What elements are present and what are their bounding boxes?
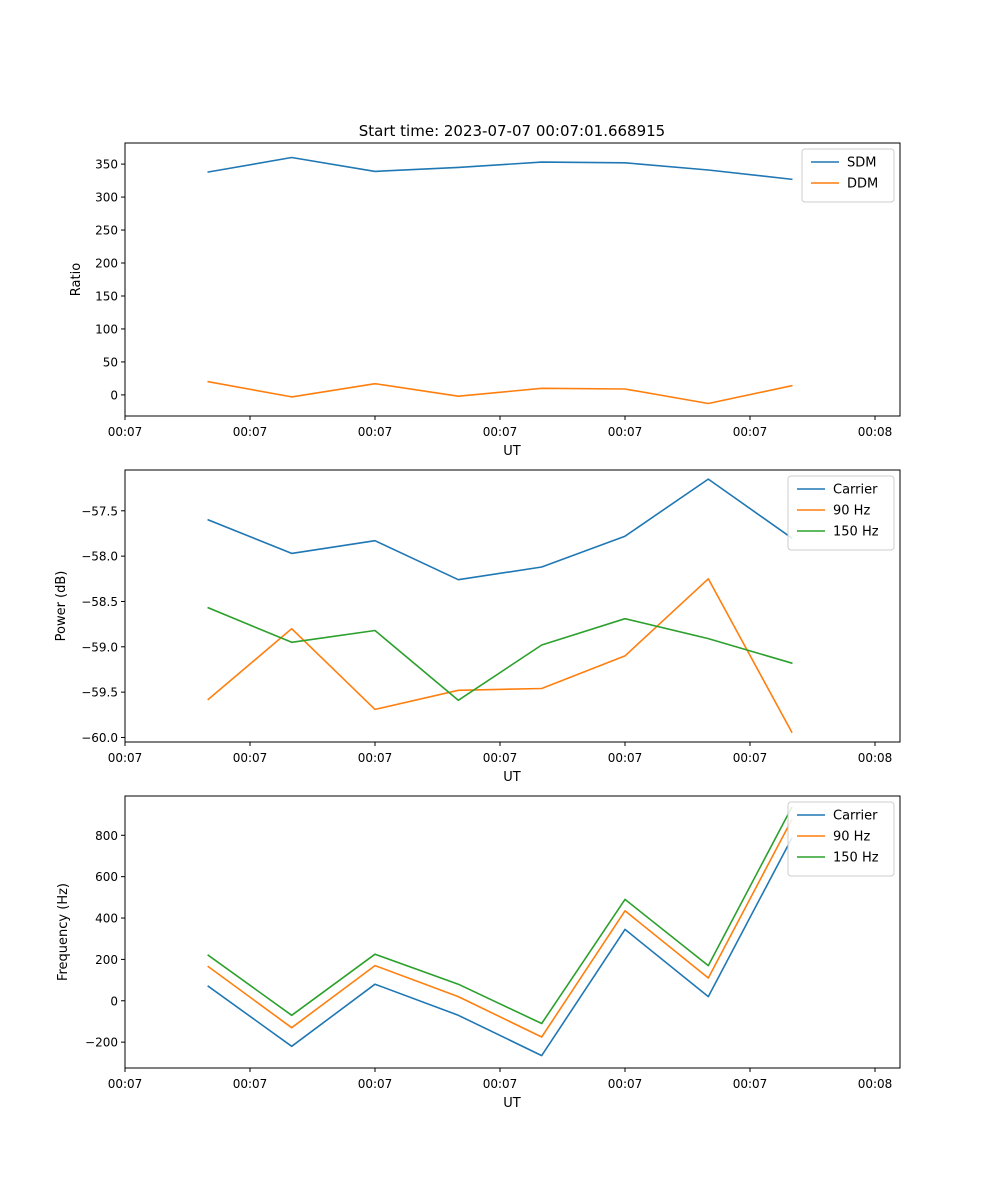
y-tick-label: −200 bbox=[85, 1036, 118, 1050]
series-line-sdm bbox=[207, 156, 793, 181]
y-axis-label: Ratio bbox=[69, 263, 84, 296]
y-tick-label: 0 bbox=[110, 388, 118, 402]
y-tick-label: 600 bbox=[95, 870, 118, 884]
x-tick-label: 00:07 bbox=[483, 1077, 518, 1091]
series-line-ddm bbox=[207, 380, 793, 405]
x-tick-label: 00:07 bbox=[358, 751, 393, 765]
x-tick-label: 00:07 bbox=[608, 425, 643, 439]
axes-frame bbox=[124, 795, 901, 1069]
legend-label-90-hz: 90 Hz bbox=[833, 830, 870, 845]
series-line-90-hz bbox=[207, 818, 793, 1038]
series-line-carrier bbox=[207, 837, 793, 1057]
y-tick-label: −59.5 bbox=[81, 686, 118, 700]
x-axis-label: UT bbox=[503, 770, 521, 785]
ratio-panel: 0 50 100 150 200 250 300 350 00:07 00:07 00:07 00:0… bbox=[69, 142, 901, 459]
axes-frame bbox=[124, 142, 901, 417]
legend-label-carrier: Carrier bbox=[833, 809, 878, 824]
legend-label-90-hz: 90 Hz bbox=[833, 504, 870, 519]
y-tick-label: 100 bbox=[95, 322, 118, 336]
x-tick-label: 00:08 bbox=[858, 751, 893, 765]
y-tick-label: −58.5 bbox=[81, 595, 118, 609]
x-tick-label: 00:07 bbox=[233, 1077, 268, 1091]
y-tick-label: 300 bbox=[95, 191, 118, 205]
x-tick-label: 00:07 bbox=[733, 425, 768, 439]
x-tick-label: 00:07 bbox=[108, 1077, 143, 1091]
y-tick-label: −60.0 bbox=[81, 731, 118, 745]
x-axis-label: UT bbox=[503, 1096, 521, 1111]
x-tick-label: 00:07 bbox=[108, 425, 143, 439]
x-tick-label: 00:07 bbox=[358, 425, 393, 439]
legend-label-150-hz: 150 Hz bbox=[833, 525, 879, 540]
series-line-150-hz bbox=[207, 606, 793, 702]
legend-label-carrier: Carrier bbox=[833, 483, 878, 498]
x-tick-label: 00:08 bbox=[858, 1077, 893, 1091]
y-tick-label: −59.0 bbox=[81, 640, 118, 654]
x-tick-label: 00:07 bbox=[483, 751, 518, 765]
figure-title: Start time: 2023-07-07 00:07:01.668915 bbox=[359, 122, 665, 140]
y-tick-label: 200 bbox=[95, 257, 118, 271]
y-tick-label: −57.5 bbox=[81, 504, 118, 518]
axes-frame bbox=[124, 469, 901, 743]
series-line-carrier bbox=[207, 478, 793, 581]
x-tick-label: 00:07 bbox=[608, 751, 643, 765]
legend-label-ddm: DDM bbox=[847, 177, 878, 192]
y-tick-label: 200 bbox=[95, 953, 118, 967]
y-tick-label: 150 bbox=[95, 289, 118, 303]
x-tick-label: 00:08 bbox=[858, 425, 893, 439]
series-line-90-hz bbox=[207, 577, 793, 734]
x-tick-label: 00:07 bbox=[233, 751, 268, 765]
x-tick-label: 00:07 bbox=[483, 425, 518, 439]
y-tick-label: 350 bbox=[95, 158, 118, 172]
legend-label-150-hz: 150 Hz bbox=[833, 851, 879, 866]
x-tick-label: 00:07 bbox=[233, 425, 268, 439]
legend-label-sdm: SDM bbox=[847, 156, 876, 171]
series-line-150-hz bbox=[207, 806, 793, 1025]
y-tick-label: 250 bbox=[95, 224, 118, 238]
y-tick-label: −58.0 bbox=[81, 550, 118, 564]
power-panel: −60.0 −59.5 −59.0 −58.5 −58.0 −57.5 00:07 00:07… bbox=[54, 469, 901, 785]
y-axis-label: Frequency (Hz) bbox=[56, 883, 71, 981]
x-tick-label: 00:07 bbox=[608, 1077, 643, 1091]
x-tick-label: 00:07 bbox=[358, 1077, 393, 1091]
y-tick-label: 50 bbox=[103, 355, 118, 369]
frequency-panel: −200 0 200 400 600 800 00:07 00:07 00:07 00:07 00:… bbox=[56, 795, 901, 1111]
y-tick-label: 800 bbox=[95, 829, 118, 843]
y-tick-label: 400 bbox=[95, 912, 118, 926]
x-tick-label: 00:07 bbox=[108, 751, 143, 765]
y-axis-label: Power (dB) bbox=[54, 571, 69, 642]
y-tick-label: 0 bbox=[110, 994, 118, 1008]
x-axis-label: UT bbox=[503, 444, 521, 459]
x-tick-label: 00:07 bbox=[733, 1077, 768, 1091]
x-tick-label: 00:07 bbox=[733, 751, 768, 765]
